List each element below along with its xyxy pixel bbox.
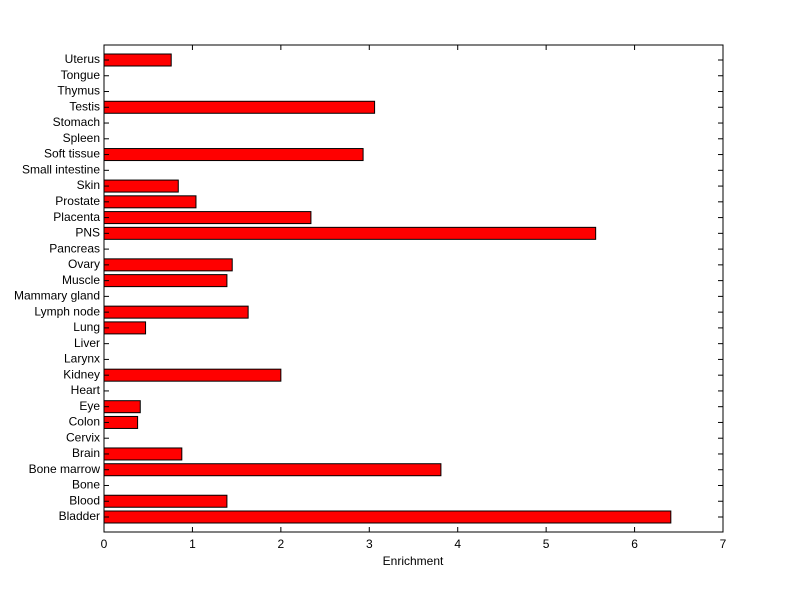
bar	[103, 100, 376, 114]
bar	[103, 53, 172, 67]
bar	[103, 226, 597, 240]
bar	[103, 321, 147, 335]
y-tick-label: Lung	[73, 320, 100, 334]
bar	[103, 195, 197, 209]
y-tick-label: Muscle	[62, 273, 100, 287]
y-tick-label: Lymph node	[34, 304, 100, 318]
bar	[103, 368, 282, 382]
x-axis-label: Enrichment	[383, 554, 444, 568]
y-tick-label: Mammary gland	[14, 289, 100, 303]
y-tick-label: Brain	[72, 446, 100, 460]
y-tick-label: Soft tissue	[44, 147, 100, 161]
y-tick-label: Kidney	[63, 367, 100, 381]
x-tick-label: 6	[631, 537, 638, 551]
y-tick-label: Uterus	[65, 52, 100, 66]
y-tick-label: Colon	[69, 415, 100, 429]
y-tick-label: Prostate	[55, 194, 100, 208]
y-tick-label: PNS	[75, 226, 100, 240]
y-tick-label: Blood	[69, 493, 100, 507]
bar	[103, 148, 364, 162]
y-tick-label: Larynx	[64, 352, 100, 366]
x-tick-label: 0	[101, 537, 108, 551]
y-tick-label: Heart	[71, 383, 101, 397]
y-tick-label: Pancreas	[49, 241, 100, 255]
y-tick-label: Bladder	[59, 509, 100, 523]
y-tick-label: Liver	[74, 336, 100, 350]
bar	[103, 510, 672, 524]
y-tick-label: Placenta	[53, 210, 100, 224]
bar	[103, 447, 183, 461]
x-tick-label: 3	[366, 537, 373, 551]
bar	[103, 211, 312, 225]
bar	[103, 258, 233, 272]
y-tick-label: Bone marrow	[29, 462, 101, 476]
y-tick-label: Tongue	[61, 68, 101, 82]
bar	[103, 494, 228, 508]
y-tick-label: Small intestine	[22, 162, 100, 176]
y-tick-label: Skin	[77, 178, 100, 192]
bar	[103, 179, 179, 193]
x-tick-label: 1	[189, 537, 196, 551]
plot-frame	[103, 44, 724, 533]
bar	[103, 274, 228, 288]
bar	[103, 305, 249, 319]
y-tick-label: Stomach	[53, 115, 100, 129]
y-tick-label: Ovary	[68, 257, 100, 271]
y-tick-label: Bone	[72, 478, 100, 492]
bar	[103, 415, 139, 429]
x-tick-label: 4	[454, 537, 461, 551]
x-tick-label: 2	[278, 537, 285, 551]
bar	[103, 400, 141, 414]
x-tick-label: 5	[543, 537, 550, 551]
x-tick-label: 7	[720, 537, 727, 551]
bar	[103, 463, 442, 477]
y-tick-label: Eye	[79, 399, 100, 413]
y-tick-label: Thymus	[57, 84, 100, 98]
y-tick-label: Spleen	[63, 131, 100, 145]
y-tick-label: Cervix	[66, 430, 100, 444]
y-tick-label: Testis	[69, 99, 100, 113]
